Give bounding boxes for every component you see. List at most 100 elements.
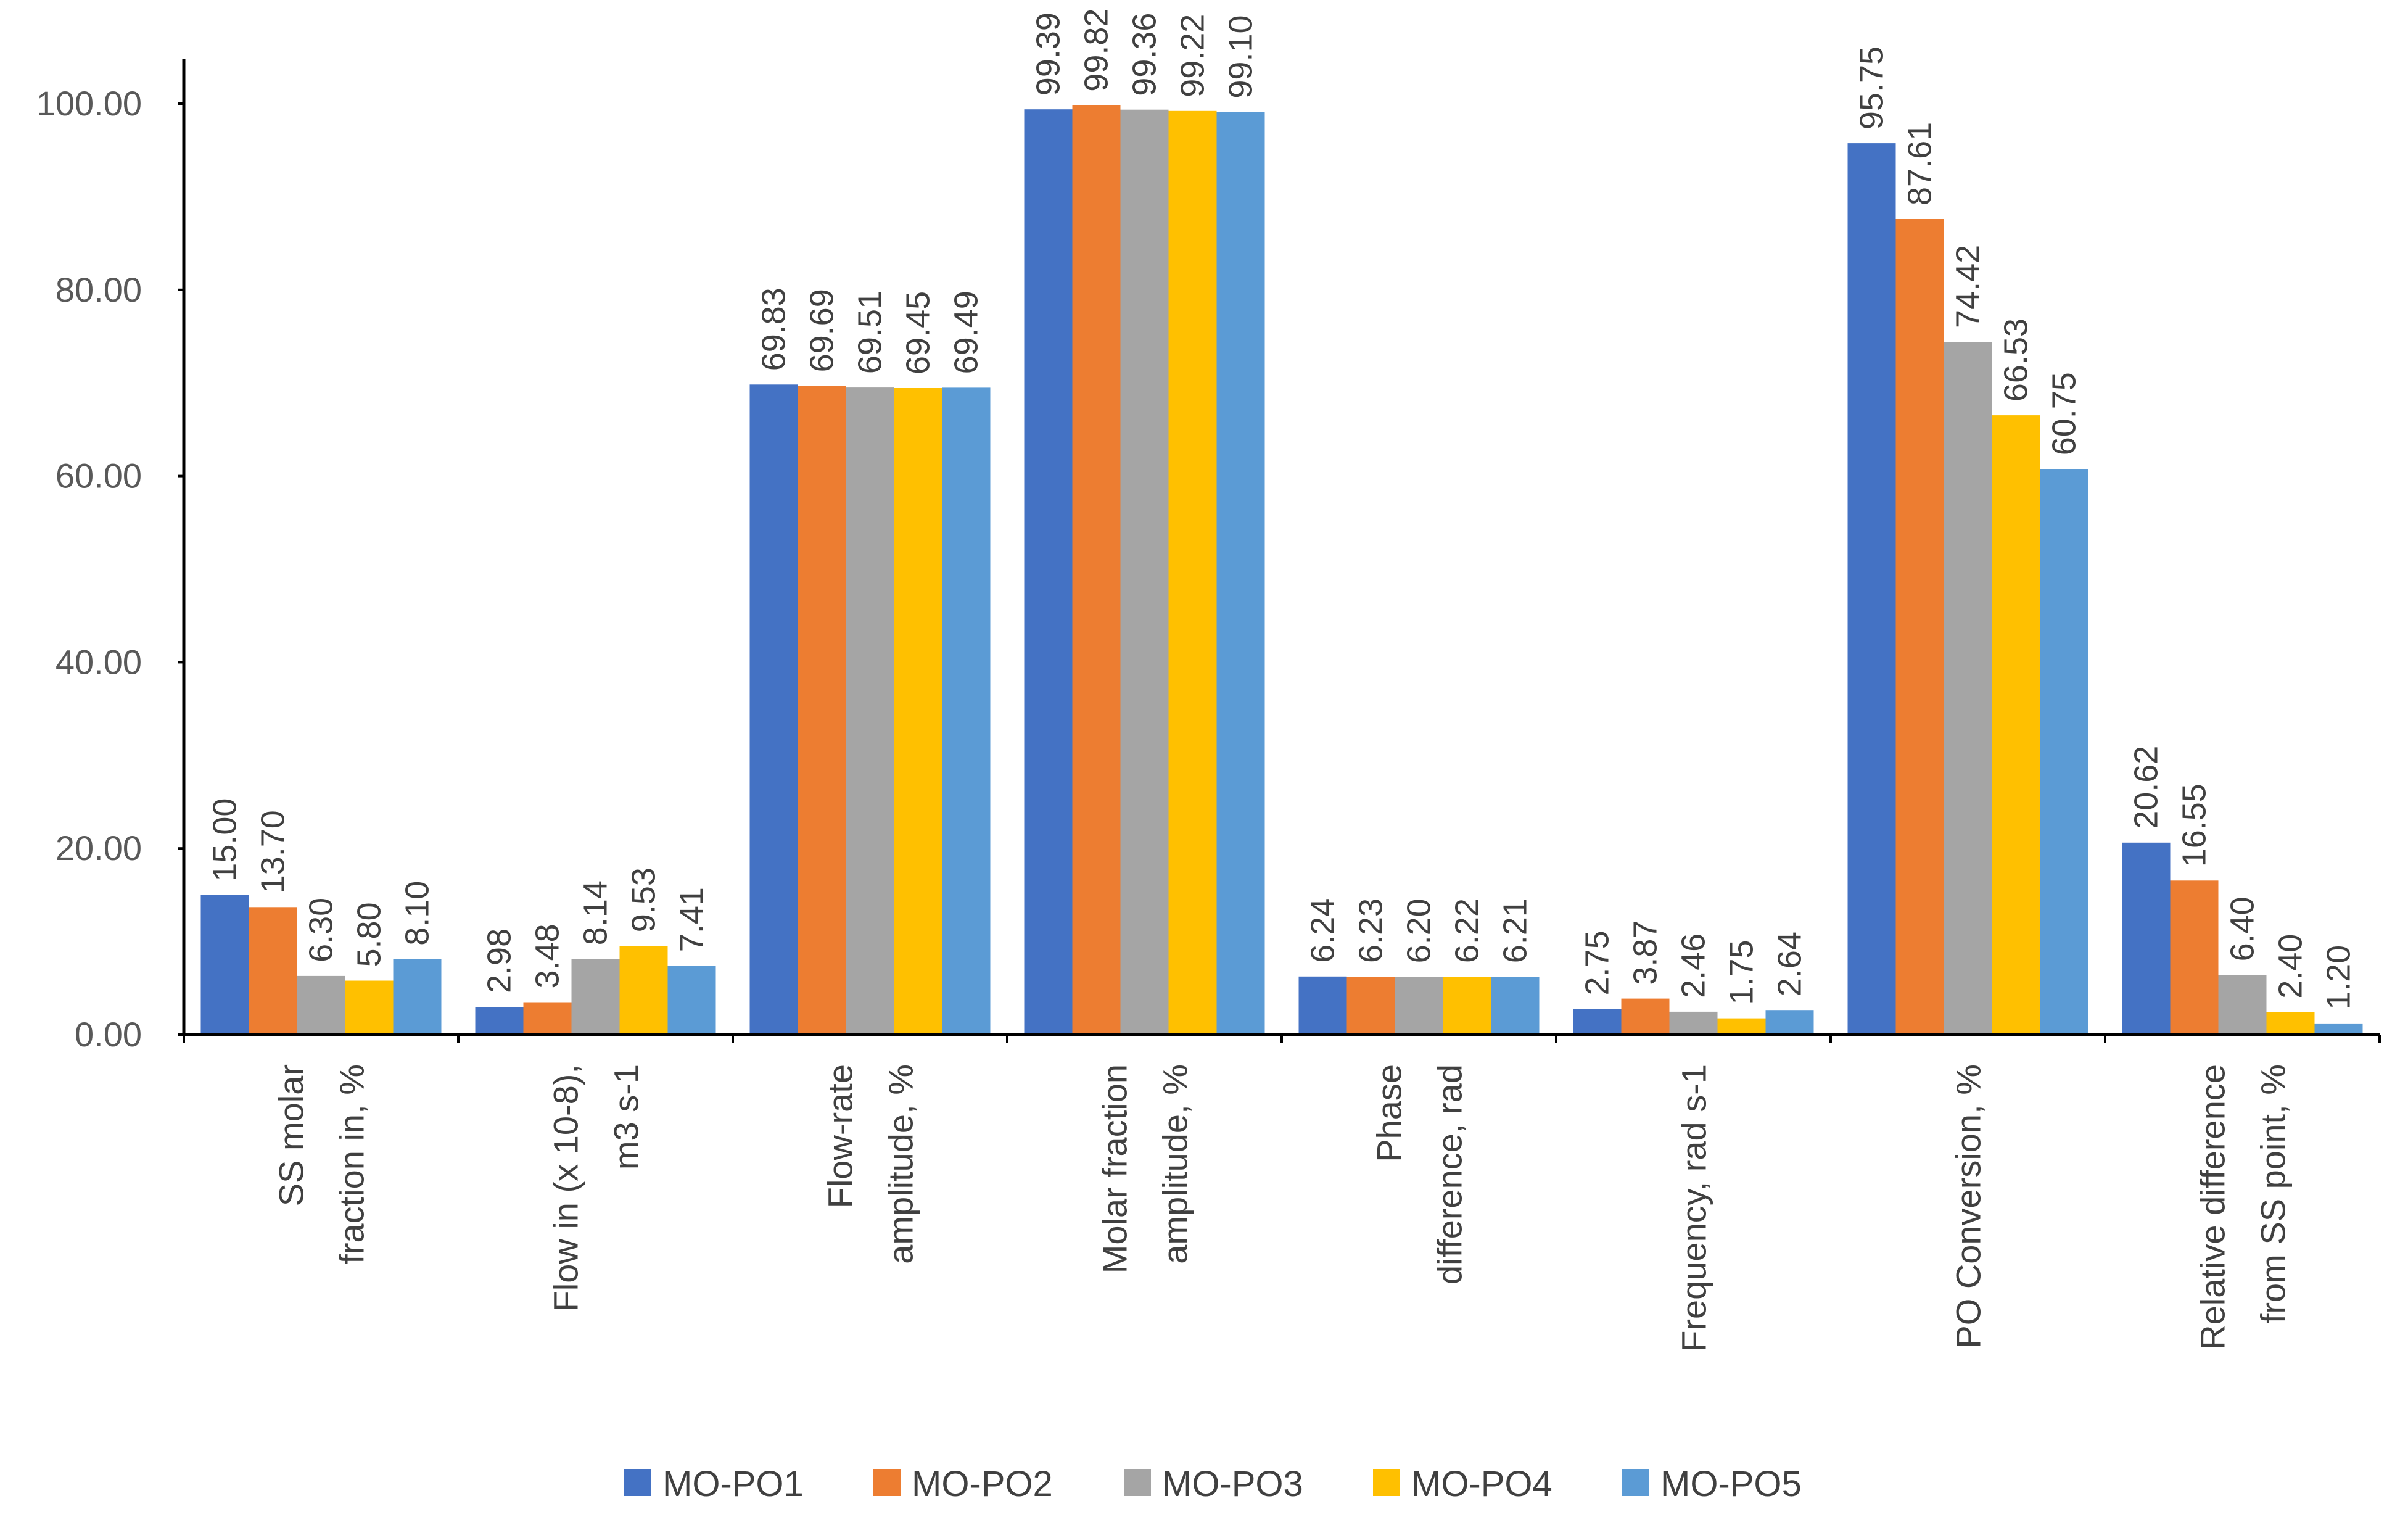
bar-mo-po4-3 (1168, 110, 1217, 1035)
data-label: 87.61 (1902, 122, 1939, 205)
legend-swatch (873, 1469, 901, 1496)
bars (200, 105, 2363, 1035)
bar-mo-po4-5 (1717, 1018, 1766, 1035)
data-label: 99.10 (1223, 15, 1260, 98)
legend-item-mo-po4: MO-PO4 (1373, 1464, 1552, 1504)
bar-mo-po4-6 (1992, 415, 2040, 1035)
bar-mo-po4-2 (894, 388, 942, 1035)
data-label: 69.49 (948, 291, 985, 374)
data-label: 1.20 (2320, 945, 2357, 1010)
data-label: 6.20 (1401, 898, 1438, 963)
data-label: 9.53 (625, 867, 662, 932)
bar-mo-po5-1 (667, 966, 716, 1035)
axes (182, 59, 2381, 1043)
bar-mo-po4-4 (1443, 977, 1491, 1035)
bar-mo-po1-7 (2122, 842, 2171, 1035)
data-label: 69.51 (852, 291, 889, 374)
data-label: 99.82 (1078, 9, 1115, 92)
category-label: difference, rad (1430, 1064, 1469, 1284)
data-label: 3.87 (1627, 920, 1664, 985)
data-label: 69.83 (756, 287, 793, 371)
data-label: 69.45 (900, 291, 937, 374)
category-label: Flow in (x 10-8), (546, 1064, 585, 1312)
data-label: 6.22 (1449, 898, 1486, 963)
data-label: 8.10 (399, 881, 436, 946)
data-label: 60.75 (2046, 372, 2083, 455)
legend-swatch (624, 1469, 651, 1496)
y-tick-label: 0.00 (75, 1015, 142, 1054)
bar-mo-po3-6 (1944, 342, 1992, 1035)
data-label: 13.70 (255, 810, 292, 893)
bar-mo-po3-3 (1120, 109, 1169, 1035)
legend-item-mo-po1: MO-PO1 (624, 1464, 804, 1504)
bar-mo-po1-2 (749, 384, 798, 1035)
bar-mo-po1-6 (1847, 143, 1896, 1035)
data-label: 8.14 (577, 880, 614, 945)
bar-mo-po3-2 (846, 387, 894, 1035)
category-label: Frequency, rad s-1 (1675, 1064, 1713, 1352)
bar-mo-po3-5 (1669, 1011, 1718, 1035)
bar-mo-po2-7 (2170, 880, 2219, 1035)
category-label: Relative difference (2193, 1064, 2232, 1350)
data-label: 99.36 (1126, 13, 1163, 96)
data-labels: 15.00 2.98 69.83 99.39 6.24 2.75 95.75 20.62 13.… (207, 9, 2357, 1010)
category-label: fraction in, % (332, 1064, 371, 1264)
bar-mo-po5-5 (1765, 1010, 1814, 1035)
data-label: 7.41 (674, 887, 711, 952)
data-label: 2.98 (481, 929, 518, 993)
y-tick-label: 40.00 (56, 642, 142, 681)
bar-mo-po5-6 (2040, 469, 2088, 1035)
data-label: 74.42 (1950, 245, 1987, 328)
data-label: 6.30 (303, 898, 340, 962)
category-label: Flow-rate (821, 1064, 860, 1208)
bar-mo-po3-7 (2218, 975, 2267, 1035)
bar-mo-po2-4 (1346, 977, 1395, 1035)
bar-mo-po1-5 (1573, 1009, 1622, 1035)
data-label: 15.00 (207, 798, 244, 882)
data-label: 2.64 (1771, 932, 1808, 996)
data-label: 99.22 (1174, 14, 1211, 97)
bar-mo-po2-1 (523, 1002, 572, 1035)
category-label: PO Conversion, % (1949, 1064, 1988, 1349)
data-label: 3.48 (529, 924, 566, 988)
data-label: 5.80 (351, 902, 388, 967)
bar-mo-po5-0 (393, 959, 442, 1035)
legend: MO-PO1 MO-PO2 MO-PO3 MO-PO4 MO-PO5 (624, 1464, 1802, 1504)
category-labels: SS molar fraction in, % Flow in (x 10-8), m… (272, 1064, 2293, 1352)
data-label: 2.46 (1675, 933, 1712, 998)
legend-item-mo-po5: MO-PO5 (1622, 1464, 1802, 1504)
legend-label: MO-PO5 (1660, 1464, 1802, 1504)
legend-swatch (1373, 1469, 1400, 1496)
legend-swatch (1124, 1469, 1151, 1496)
data-label: 6.40 (2224, 896, 2261, 961)
category-label: amplitude, % (881, 1064, 920, 1264)
legend-item-mo-po3: MO-PO3 (1124, 1464, 1303, 1504)
data-label: 2.40 (2272, 934, 2309, 999)
y-tick-label: 80.00 (56, 270, 142, 309)
legend-label: MO-PO4 (1411, 1464, 1552, 1504)
data-label: 95.75 (1853, 46, 1891, 130)
category-label: Molar fraction (1095, 1064, 1134, 1273)
data-label: 1.75 (1723, 940, 1760, 1004)
bar-mo-po5-4 (1491, 977, 1540, 1035)
data-label: 6.21 (1497, 898, 1534, 963)
bar-mo-po1-4 (1298, 976, 1347, 1035)
legend-label: MO-PO1 (662, 1464, 804, 1504)
legend-label: MO-PO3 (1162, 1464, 1303, 1504)
bar-mo-po5-2 (942, 387, 991, 1035)
data-label: 66.53 (1998, 318, 2035, 402)
data-label: 6.24 (1305, 898, 1342, 963)
y-axis-ticks: 0.00 20.00 40.00 60.00 80.00 100.00 (36, 84, 184, 1054)
data-label: 69.69 (804, 289, 841, 372)
category-label: from SS point, % (2254, 1064, 2293, 1323)
category-label: SS molar (272, 1064, 311, 1206)
legend-label: MO-PO2 (912, 1464, 1053, 1504)
data-label: 2.75 (1579, 930, 1616, 995)
bar-mo-po4-1 (619, 946, 668, 1035)
category-label: amplitude, % (1156, 1064, 1195, 1264)
bar-mo-po3-1 (571, 959, 620, 1035)
y-tick-label: 100.00 (36, 84, 142, 123)
bar-mo-po4-0 (345, 980, 394, 1035)
legend-swatch (1622, 1469, 1649, 1496)
